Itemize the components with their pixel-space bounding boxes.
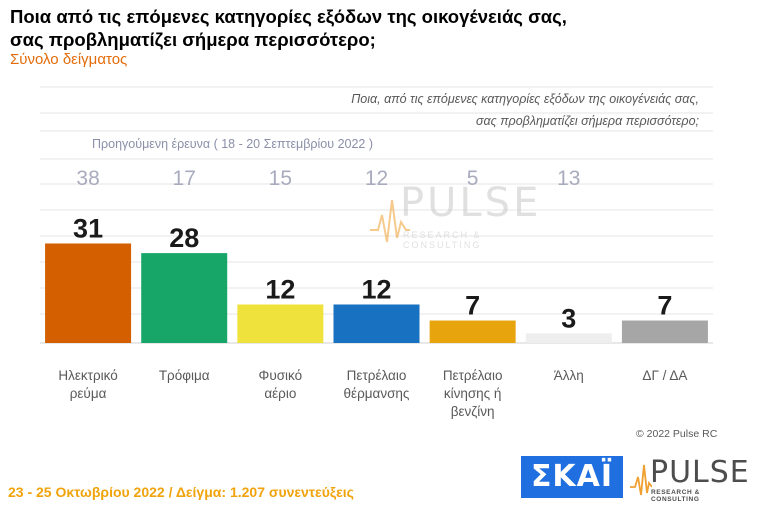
- title-line-2: σας προβληματίζει σήμερα περισσότερο;: [10, 29, 376, 50]
- previous-survey-label: Προηγούμενη έρευνα ( 18 - 20 Σεπτεμβρίου…: [92, 137, 374, 151]
- category-label-0-1: ρεύμα: [70, 386, 107, 401]
- page-title: Ποια από τις επόμενες κατηγορίες εξόδων …: [10, 5, 710, 51]
- bar-2: [237, 304, 324, 343]
- category-label-2-0: Φυσικό: [259, 368, 303, 383]
- category-label-4-1: κίνησης ή: [444, 386, 502, 401]
- copyright-text: © 2022 Pulse RC: [636, 428, 718, 440]
- footer-survey-info: 23 - 25 Οκτωβρίου 2022 / Δείγμα: 1.207 σ…: [8, 484, 354, 500]
- data-label-3: 12: [361, 274, 391, 304]
- question-line-1: Ποια, από τις επόμενες κατηγορίες εξόδων…: [351, 92, 699, 106]
- pulse-logo-sub: RESEARCH & CONSULTING: [651, 489, 700, 503]
- bar-chart: 31 Ηλεκτρικό ρεύμα 38 28 Τρόφιμα 17 12 Φυσικό αέρ…: [40, 86, 713, 419]
- previous-value-5: 13: [557, 167, 580, 190]
- pulse-logo-wave-icon: [630, 464, 652, 496]
- page-subtitle: Σύνολο δείγματος: [10, 51, 128, 68]
- category-label-4-0: Πετρέλαιο: [443, 368, 503, 383]
- pulse-watermark: PULSE RESEARCH & CONSULTING: [370, 180, 550, 250]
- pulse-logo: PULSE RESEARCH & CONSULTING: [630, 455, 750, 503]
- category-label-5-0: Άλλη: [554, 368, 584, 383]
- category-label-4-2: βενζίνη: [451, 404, 495, 419]
- data-label-4: 7: [465, 291, 480, 321]
- previous-value-0: 38: [76, 167, 99, 190]
- bar-0: [45, 243, 132, 343]
- data-label-0: 31: [73, 213, 103, 243]
- skai-logo: ΣΚΑΪ: [521, 456, 623, 498]
- category-label-0-0: Ηλεκτρικό: [58, 368, 117, 383]
- previous-value-3: 12: [365, 167, 388, 190]
- category-label-3-1: θέρμανσης: [344, 386, 410, 401]
- bar-4: [429, 320, 516, 343]
- previous-value-4: 5: [467, 167, 479, 190]
- category-label-6-0: ΔΓ / ΔΑ: [642, 368, 687, 383]
- bar-6: [621, 320, 708, 343]
- watermark-word: PULSE: [400, 180, 542, 226]
- data-label-2: 12: [265, 274, 295, 304]
- category-label-1-0: Τρόφιμα: [159, 368, 210, 383]
- bar-3: [333, 304, 420, 343]
- pulse-wave-icon: [370, 199, 410, 243]
- question-text: Ποια, από τις επόμενες κατηγορίες εξόδων…: [249, 88, 699, 132]
- data-label-6: 7: [657, 291, 672, 321]
- bar-5: [525, 333, 612, 343]
- category-label-2-1: αέριο: [264, 386, 296, 401]
- category-label-3-0: Πετρέλαιο: [347, 368, 407, 383]
- title-line-1: Ποια από τις επόμενες κατηγορίες εξόδων …: [10, 6, 567, 27]
- pulse-logo-word: PULSE: [650, 455, 750, 490]
- data-label-1: 28: [169, 223, 199, 253]
- previous-value-1: 17: [173, 167, 196, 190]
- data-label-5: 3: [561, 303, 576, 333]
- bar-1: [141, 253, 228, 343]
- question-line-2: σας προβληματίζει σήμερα περισσότερο;: [475, 114, 699, 128]
- previous-value-2: 15: [269, 167, 292, 190]
- watermark-sub: RESEARCH & CONSULTING: [403, 230, 482, 250]
